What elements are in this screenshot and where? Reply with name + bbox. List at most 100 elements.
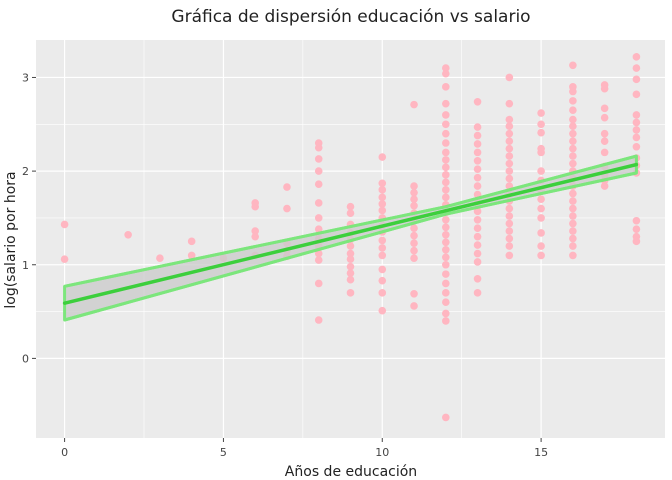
x-axis-ticks: 0 5 10 15 [61, 438, 548, 459]
grid-major [36, 40, 665, 438]
scatter-point [442, 99, 450, 108]
scatter-point [442, 289, 450, 297]
scatter-point [187, 237, 196, 246]
confidence-band-lower-edge [64, 171, 637, 322]
scatter-point [569, 97, 577, 105]
scatter-point [378, 206, 387, 215]
scatter-point [537, 195, 545, 203]
scatter-point [600, 148, 609, 157]
scatter-point [505, 122, 514, 130]
scatter-point [473, 182, 482, 190]
scatter-point [346, 269, 355, 277]
scatter-point [410, 289, 418, 298]
scatter-point [442, 253, 450, 262]
scatter-point [442, 83, 450, 91]
scatter-point [346, 202, 355, 211]
scatter-point [442, 223, 450, 232]
scatter-point [632, 142, 641, 151]
scatter-point [60, 220, 69, 229]
scatter-point [442, 64, 450, 72]
scatter-point [537, 251, 545, 260]
scatter-point [632, 133, 641, 142]
scatter-point [505, 212, 514, 220]
x-tick-label: 0 [61, 446, 68, 459]
scatter-point [569, 129, 577, 138]
scatter-point [410, 246, 418, 255]
scatter-point [505, 204, 514, 213]
scatter-point [473, 148, 482, 157]
scatter-point [569, 152, 577, 160]
scatter-point [473, 241, 482, 249]
scatter-point [442, 139, 450, 147]
scatter-point [442, 171, 450, 179]
scatter-point [569, 115, 577, 124]
scatter-point [537, 109, 545, 117]
scatter-point [346, 209, 355, 218]
scatter-point [410, 195, 418, 203]
scatter-point [505, 242, 514, 250]
scatter-point [505, 174, 514, 183]
scatter-point [537, 167, 545, 175]
y-tick-label: 2 [22, 165, 29, 178]
scatter-point [314, 249, 323, 258]
scatter-point [378, 251, 387, 260]
scatter-point [442, 260, 450, 269]
scatter-point [569, 227, 577, 235]
scatter-point [505, 227, 514, 235]
scatter-point [251, 202, 259, 211]
x-tick-label: 15 [534, 446, 548, 459]
scatter-point [569, 61, 577, 70]
scatter-point [346, 242, 355, 250]
scatter-point [378, 289, 387, 297]
scatter-point [442, 216, 450, 224]
scatter-point [442, 309, 450, 318]
scatter-point [505, 219, 514, 228]
scatter-point [537, 120, 545, 129]
scatter-point [632, 64, 641, 72]
scatter-point [473, 224, 482, 233]
scatter-point [251, 232, 259, 241]
scatter-point [569, 242, 577, 250]
scatter-points [60, 53, 641, 422]
scatter-point [378, 236, 387, 245]
scatter-point [378, 276, 387, 285]
scatter-point [283, 183, 291, 191]
scatter-point [442, 413, 450, 422]
scatter-point [442, 163, 450, 172]
scatter-point [632, 118, 641, 127]
scatter-point [569, 122, 577, 130]
scatter-point [600, 113, 609, 122]
scatter-point [569, 251, 577, 260]
scatter-point [537, 204, 545, 213]
scatter-point [314, 143, 323, 152]
scatter-point [569, 189, 577, 198]
scatter-point [124, 230, 132, 239]
scatter-point [569, 212, 577, 220]
y-tick-label: 1 [22, 259, 29, 272]
y-axis-ticks: 0 1 2 3 [22, 71, 36, 365]
y-tick-label: 0 [22, 352, 29, 365]
scatter-point [600, 182, 609, 190]
scatter-point [187, 251, 196, 260]
scatter-point [473, 216, 482, 224]
scatter-point [442, 238, 450, 247]
scatter-point [537, 128, 545, 137]
scatter-point [600, 104, 609, 113]
scatter-point [473, 157, 482, 165]
scatter-point [442, 245, 450, 254]
scatter-point [314, 167, 323, 175]
scatter-point [314, 199, 323, 207]
scatter-point [442, 178, 450, 187]
scatter-point [473, 131, 482, 140]
scatter-point [537, 214, 545, 222]
scatter-point [251, 227, 259, 235]
scatter-point [505, 137, 514, 145]
scatter-point [473, 140, 482, 148]
scatter-point [314, 316, 323, 324]
scatter-point [473, 258, 482, 266]
scatter-point [505, 167, 514, 175]
scatter-point [537, 229, 545, 237]
scatter-point [442, 120, 450, 129]
scatter-point [505, 129, 514, 138]
